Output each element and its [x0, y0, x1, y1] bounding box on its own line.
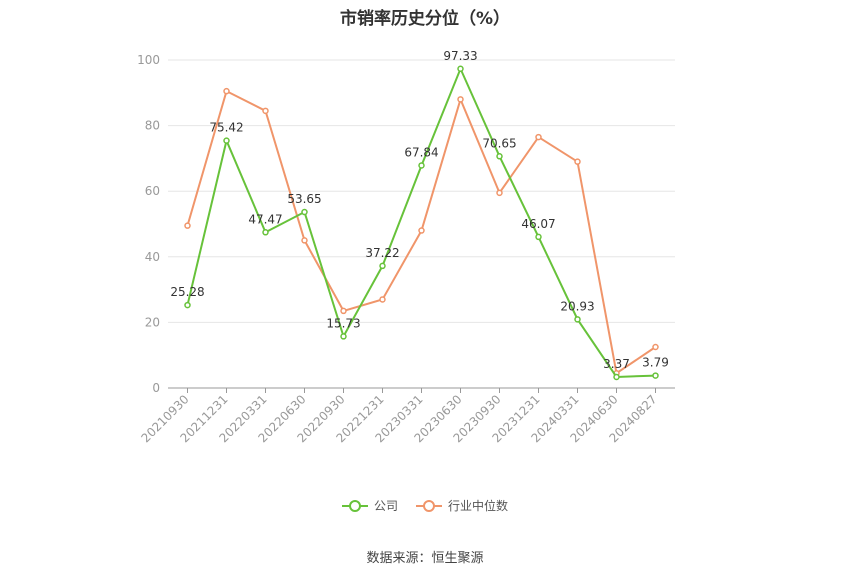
legend-item-industry-median[interactable]: 行业中位数: [416, 497, 508, 514]
series-company: [184, 65, 659, 381]
data-label-0-6: 67.84: [404, 145, 438, 159]
data-point-1-1: [223, 87, 230, 95]
data-point-1-3: [301, 237, 308, 244]
y-tick-label-0: 0: [152, 381, 160, 395]
data-point-0-3: [301, 208, 308, 216]
data-point-0-4: [340, 333, 347, 340]
data-point-0-2: [262, 229, 269, 236]
data-point-1-6: [418, 227, 425, 234]
data-label-0-4: 15.73: [326, 316, 360, 330]
data-point-1-9: [535, 133, 542, 141]
data-label-0-1: 75.42: [209, 121, 243, 135]
data-label-0-2: 47.47: [248, 212, 282, 226]
data-label-0-10: 20.93: [560, 299, 594, 313]
data-point-0-11: [613, 373, 620, 381]
data-point-0-5: [379, 262, 386, 270]
data-point-1-8: [496, 189, 503, 197]
y-tick-label-80: 80: [145, 119, 160, 133]
data-label-0-11: 3.37: [603, 357, 630, 371]
chart-title: 市销率历史分位（%）: [339, 9, 511, 29]
data-point-1-7: [457, 96, 464, 103]
y-tick-label-20: 20: [145, 315, 160, 329]
data-point-1-5: [379, 296, 386, 303]
legend-swatch-industry: [416, 499, 442, 513]
data-label-0-8: 70.65: [482, 136, 516, 150]
legend-item-company[interactable]: 公司: [341, 497, 398, 514]
data-point-0-10: [574, 316, 581, 323]
data-label-0-12: 3.79: [642, 356, 669, 370]
data-point-0-8: [496, 153, 503, 160]
data-point-0-0: [184, 301, 191, 309]
data-point-1-0: [184, 222, 191, 229]
data-label-0-0: 25.28: [170, 285, 204, 299]
chart-legend: 公司 行业中位数: [0, 497, 850, 514]
y-tick-label-40: 40: [145, 250, 160, 264]
legend-label-industry-median: 行业中位数: [448, 499, 509, 513]
data-point-0-7: [457, 65, 464, 73]
data-label-0-5: 37.22: [365, 246, 399, 260]
legend-dot-industry-icon: [423, 499, 435, 512]
legend-dot-company-icon: [348, 499, 361, 512]
data-point-1-10: [574, 158, 581, 165]
data-label-0-7: 97.33: [443, 49, 477, 63]
data-label-0-9: 46.07: [521, 217, 555, 231]
data-point-1-12: [652, 343, 659, 351]
data-point-0-9: [535, 233, 542, 241]
data-point-0-12: [652, 372, 659, 379]
data-point-1-4: [340, 307, 347, 315]
y-tick-label-100: 100: [137, 53, 160, 67]
legend-swatch-company: [341, 499, 368, 513]
legend-label-company: 公司: [373, 499, 398, 513]
data-label-0-3: 53.65: [287, 192, 321, 206]
data-point-1-2: [262, 107, 269, 115]
y-tick-label-60: 60: [145, 184, 160, 198]
data-source: 数据来源：恒生聚源: [366, 551, 484, 566]
data-point-0-6: [418, 162, 425, 169]
data-point-0-1: [223, 137, 230, 144]
